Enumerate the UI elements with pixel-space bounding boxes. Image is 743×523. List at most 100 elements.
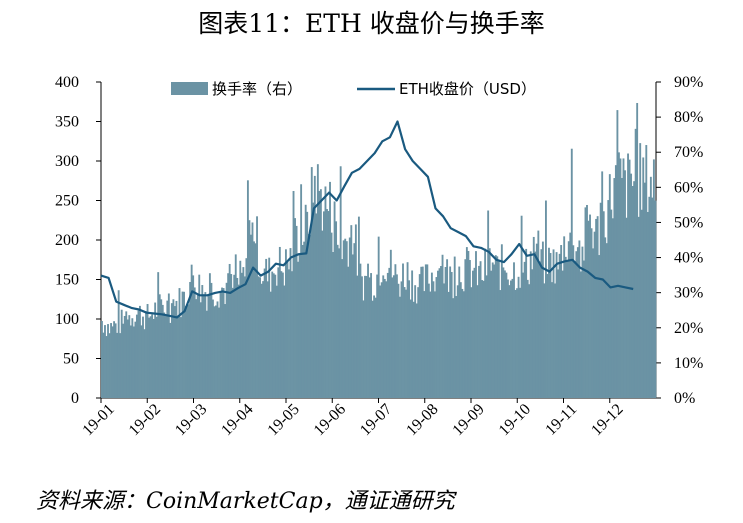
turnover-bar bbox=[374, 297, 377, 398]
turnover-bar bbox=[549, 252, 552, 398]
turnover-bar bbox=[558, 253, 561, 398]
turnover-bar bbox=[344, 238, 347, 398]
turnover-bar bbox=[557, 269, 560, 398]
turnover-bar bbox=[563, 236, 566, 398]
turnover-bar bbox=[215, 305, 217, 398]
turnover-bar bbox=[172, 299, 175, 398]
turnover-bar bbox=[464, 259, 467, 398]
turnover-bar bbox=[132, 326, 135, 398]
left-tick-label: 200 bbox=[55, 232, 79, 249]
turnover-bar bbox=[604, 237, 607, 398]
turnover-bar bbox=[394, 264, 397, 398]
turnover-bar bbox=[434, 291, 436, 398]
turnover-bar bbox=[129, 325, 132, 398]
turnover-bar bbox=[400, 281, 403, 398]
turnover-bar bbox=[367, 263, 369, 398]
turnover-bar bbox=[520, 215, 523, 398]
turnover-bar bbox=[126, 319, 129, 398]
turnover-bar bbox=[484, 248, 487, 398]
turnover-bar bbox=[525, 248, 528, 398]
turnover-bar bbox=[236, 277, 239, 398]
turnover-bar bbox=[511, 278, 514, 398]
turnover-bar bbox=[353, 243, 356, 398]
turnover-bar bbox=[148, 317, 151, 398]
turnover-bar bbox=[336, 244, 339, 398]
turnover-bar bbox=[216, 301, 219, 398]
turnover-bar bbox=[128, 315, 131, 398]
turnover-bar bbox=[365, 275, 368, 398]
turnover-bar bbox=[403, 287, 406, 398]
turnover-bar bbox=[584, 207, 587, 398]
turnover-bar bbox=[170, 303, 173, 398]
turnover-bar bbox=[503, 270, 506, 398]
turnover-bar bbox=[546, 273, 549, 398]
right-tick-label: 70% bbox=[674, 144, 703, 161]
turnover-bar bbox=[494, 255, 497, 398]
turnover-bar bbox=[391, 277, 394, 398]
x-tick-label: 19-07 bbox=[357, 401, 395, 439]
turnover-bar bbox=[324, 186, 327, 398]
turnover-bar bbox=[510, 280, 512, 398]
turnover-bar bbox=[107, 324, 109, 398]
turnover-bar bbox=[482, 280, 485, 398]
x-tick-label: 19-01 bbox=[79, 401, 117, 439]
turnover-bar bbox=[207, 294, 210, 398]
turnover-bar bbox=[231, 287, 234, 398]
turnover-bar bbox=[262, 281, 265, 398]
right-tick-label: 40% bbox=[674, 250, 703, 267]
turnover-bar bbox=[427, 283, 430, 398]
turnover-bar bbox=[385, 281, 388, 398]
right-tick-label: 90% bbox=[674, 74, 703, 91]
turnover-bar bbox=[380, 282, 383, 398]
turnover-bar bbox=[329, 181, 331, 398]
turnover-bar bbox=[534, 251, 537, 398]
turnover-bar bbox=[192, 275, 195, 398]
turnover-bar bbox=[586, 204, 588, 398]
turnover-bar bbox=[181, 291, 184, 398]
turnover-bar bbox=[377, 236, 380, 398]
right-tick-label: 60% bbox=[674, 179, 703, 196]
turnover-bar bbox=[532, 236, 535, 398]
turnover-bar bbox=[233, 274, 236, 398]
turnover-bar bbox=[414, 285, 417, 398]
turnover-bar bbox=[421, 266, 424, 398]
turnover-bar bbox=[180, 317, 182, 398]
turnover-bar bbox=[212, 299, 214, 398]
turnover-bar bbox=[622, 158, 625, 398]
turnover-bar bbox=[357, 216, 360, 398]
turnover-bar bbox=[257, 276, 260, 398]
turnover-bar bbox=[137, 310, 140, 398]
turnover-bar bbox=[342, 240, 345, 398]
left-tick-label: 300 bbox=[55, 153, 79, 170]
x-tick-label: 19-12 bbox=[588, 401, 626, 439]
turnover-bar bbox=[487, 210, 490, 398]
turnover-bar bbox=[405, 289, 407, 398]
turnover-bar bbox=[242, 267, 245, 398]
turnover-bar bbox=[278, 246, 281, 398]
turnover-bar bbox=[561, 270, 564, 398]
turnover-bar bbox=[326, 209, 328, 398]
turnover-bar bbox=[131, 318, 134, 398]
turnover-bar bbox=[449, 266, 452, 398]
turnover-bar bbox=[221, 287, 223, 398]
turnover-bar bbox=[649, 176, 652, 398]
turnover-bar bbox=[161, 304, 164, 398]
turnover-bar bbox=[239, 260, 242, 398]
x-tick-label: 19-04 bbox=[218, 401, 256, 439]
turnover-bar bbox=[473, 267, 476, 398]
turnover-bar bbox=[297, 261, 300, 398]
turnover-bar bbox=[537, 230, 540, 398]
turnover-bar bbox=[538, 261, 541, 398]
turnover-bar bbox=[139, 305, 141, 398]
turnover-bar bbox=[593, 231, 596, 398]
turnover-bar bbox=[210, 282, 213, 398]
turnover-bar bbox=[567, 241, 570, 398]
x-tick-label: 19-06 bbox=[311, 401, 349, 439]
turnover-bar bbox=[286, 262, 289, 398]
turnover-bar bbox=[470, 287, 473, 398]
turnover-bar bbox=[458, 266, 461, 398]
turnover-bar bbox=[260, 283, 263, 398]
legend: 换手率（右） ETH收盘价（USD） bbox=[171, 80, 536, 98]
turnover-bar bbox=[155, 316, 158, 398]
turnover-bar bbox=[443, 283, 445, 398]
